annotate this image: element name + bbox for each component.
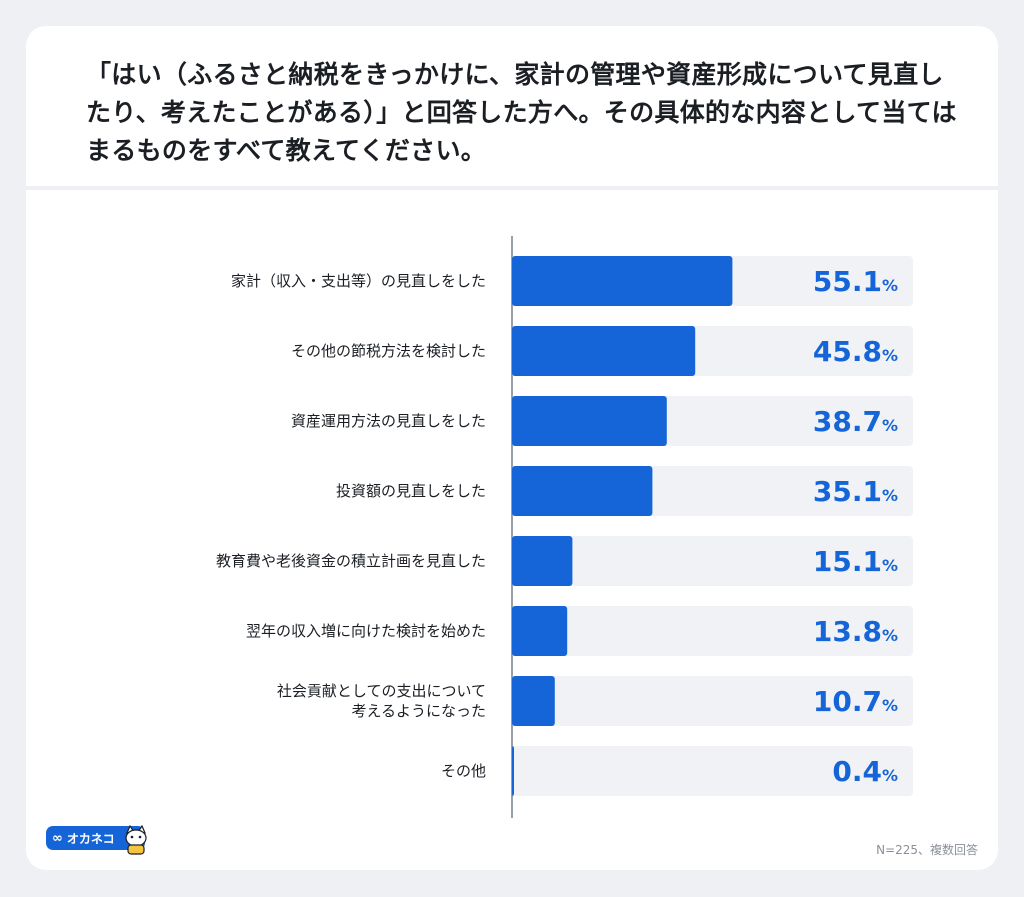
bar [512,326,696,376]
category-label: 教育費や老後資金の積立計画を見直した [216,552,486,570]
value-unit: % [882,696,898,715]
bar-track [513,536,913,586]
value-unit: % [882,486,898,505]
value-number: 13.8 [813,615,882,648]
bar-chart: 家計（収入・支出等）の見直しをした 55.1% その他の節税方法を検討した 45.8%… [216,236,913,818]
bar [512,676,555,726]
value-unit: % [882,346,898,365]
value-number: 38.7 [813,405,882,438]
bar-track [513,746,913,796]
category-label-line: その他 [441,762,486,780]
value-label: 15.1% [813,545,898,578]
category-label: 家計（収入・支出等）の見直しをした [231,272,486,290]
value-label: 13.8% [813,615,898,648]
cat-mascot-icon [125,825,147,855]
bar [512,536,573,586]
value-label: 38.7% [813,405,898,438]
question-title: 「はい（ふるさと納税をきっかけに、家計の管理や資産形成について見直したり、考えた… [86,60,957,165]
value-unit: % [882,626,898,645]
bar [512,396,667,446]
value-number: 0.4 [832,755,882,788]
value-label: 0.4% [832,755,898,788]
bar [512,606,568,656]
value-unit: % [882,556,898,575]
infinity-icon: ∞ [52,830,63,846]
bar [512,466,653,516]
category-label: 資産運用方法の見直しをした [291,412,486,430]
category-label: 投資額の見直しをした [336,482,486,500]
value-number: 45.8 [813,335,882,368]
value-number: 10.7 [813,685,882,718]
category-label-line: 考えるようになった [351,702,486,720]
value-unit: % [882,276,898,295]
category-label: 社会貢献としての支出について考えるようになった [277,682,486,720]
category-label-line: 投資額の見直しをした [336,482,486,500]
bar [512,256,733,306]
category-label-line: 翌年の収入増に向けた検討を始めた [246,622,486,640]
logo-text: オカネコ [66,831,115,846]
category-label: 翌年の収入増に向けた検討を始めた [246,622,486,640]
value-unit: % [882,416,898,435]
category-label: その他 [441,762,486,780]
value-number: 35.1 [813,475,882,508]
bar-track [513,676,913,726]
category-label-line: その他の節税方法を検討した [291,342,486,360]
footnote: N=225、複数回答 [876,843,978,857]
category-label-line: 家計（収入・支出等）の見直しをした [231,272,486,290]
chart-card: 「はい（ふるさと納税をきっかけに、家計の管理や資産形成について見直したり、考えた… [26,26,998,870]
category-label-line: 資産運用方法の見直しをした [291,412,486,430]
value-number: 55.1 [813,265,882,298]
value-label: 45.8% [813,335,898,368]
value-label: 10.7% [813,685,898,718]
category-label: その他の節税方法を検討した [291,342,486,360]
category-label-line: 社会貢献としての支出について [277,682,486,700]
bar [512,746,514,796]
category-label-line: 教育費や老後資金の積立計画を見直した [216,552,486,570]
value-label: 55.1% [813,265,898,298]
value-number: 15.1 [813,545,882,578]
bar-track [513,606,913,656]
value-unit: % [882,766,898,785]
value-label: 35.1% [813,475,898,508]
divider [26,186,998,190]
